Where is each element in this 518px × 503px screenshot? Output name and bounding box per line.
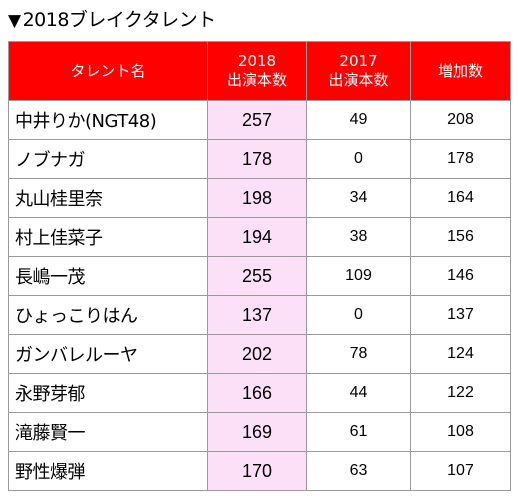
title-text: 2018ブレイクタレント (22, 9, 217, 31)
talent-name-cell: ひょっこりはん (8, 295, 208, 335)
appearances-2018-cell: 178 (207, 139, 307, 179)
header-2018-year: 2018 (237, 52, 277, 70)
header-talent-name: タレント名 (8, 41, 208, 101)
header-2018-label: 出演本数 (226, 71, 287, 89)
talent-name-cell: 中井りか(NGT48) (8, 100, 208, 140)
appearances-2018-cell: 170 (207, 451, 307, 491)
appearances-2017-cell: 109 (306, 256, 411, 296)
talent-name-cell: ノブナガ (8, 139, 208, 179)
increase-cell: 122 (410, 373, 511, 413)
increase-cell: 164 (410, 178, 511, 218)
appearances-2018-cell: 169 (207, 412, 307, 452)
appearances-2017-cell: 49 (306, 100, 411, 140)
header-2017-year: 2017 (339, 52, 378, 70)
increase-cell: 146 (410, 256, 511, 296)
table-row: 長嶋一茂 255 109 146 (8, 256, 511, 296)
table-row: 丸山桂里奈 198 34 164 (8, 178, 511, 218)
appearances-2018-cell: 194 (207, 217, 307, 257)
appearances-2017-cell: 78 (306, 334, 411, 374)
table-row: 村上佳菜子 194 38 156 (8, 217, 511, 257)
talent-name-cell: 野性爆弾 (8, 451, 208, 491)
talent-name-cell: ガンバレルーヤ (8, 334, 208, 374)
increase-cell: 107 (410, 451, 511, 491)
table-row: ガンバレルーヤ 202 78 124 (8, 334, 511, 374)
table-row: ノブナガ 178 0 178 (8, 139, 511, 179)
table-header: タレント名 2018 出演本数 2017 出演本数 増加数 (8, 41, 511, 101)
header-2017-appearances: 2017 出演本数 (306, 41, 411, 101)
appearances-2017-cell: 63 (306, 451, 411, 491)
table-row: 野性爆弾 170 63 107 (8, 451, 511, 491)
appearances-2018-cell: 202 (207, 334, 307, 374)
appearances-2018-cell: 166 (207, 373, 307, 413)
appearances-2018-cell: 255 (207, 256, 307, 296)
talent-name-cell: 長嶋一茂 (8, 256, 208, 296)
increase-cell: 208 (410, 100, 511, 140)
appearances-2017-cell: 44 (306, 373, 411, 413)
increase-cell: 156 (410, 217, 511, 257)
header-increase: 増加数 (410, 41, 511, 101)
talent-name-cell: 永野芽郁 (8, 373, 208, 413)
table-body: 中井りか(NGT48) 257 49 208 ノブナガ 178 0 178 丸山… (8, 100, 511, 491)
appearances-2017-cell: 61 (306, 412, 411, 452)
header-row: タレント名 2018 出演本数 2017 出演本数 増加数 (8, 41, 511, 101)
appearances-2017-cell: 0 (306, 139, 411, 179)
increase-cell: 124 (410, 334, 511, 374)
triangle-down-icon: ▼ (8, 11, 21, 31)
appearances-2017-cell: 0 (306, 295, 411, 335)
talent-table: タレント名 2018 出演本数 2017 出演本数 増加数 中井りか(NGT48… (8, 41, 511, 491)
appearances-2018-cell: 137 (207, 295, 307, 335)
page-title: ▼ 2018ブレイクタレント (8, 4, 216, 36)
appearances-2018-cell: 257 (207, 100, 307, 140)
table-row: 永野芽郁 166 44 122 (8, 373, 511, 413)
appearances-2018-cell: 198 (207, 178, 307, 218)
increase-cell: 178 (410, 139, 511, 179)
appearances-2017-cell: 34 (306, 178, 411, 218)
talent-name-cell: 村上佳菜子 (8, 217, 208, 257)
appearances-2017-cell: 38 (306, 217, 411, 257)
header-2018-appearances: 2018 出演本数 (207, 41, 307, 101)
header-2017-label: 出演本数 (328, 71, 389, 89)
talent-name-cell: 滝藤賢一 (8, 412, 208, 452)
table-row: 滝藤賢一 169 61 108 (8, 412, 511, 452)
talent-name-cell: 丸山桂里奈 (8, 178, 208, 218)
table-row: 中井りか(NGT48) 257 49 208 (8, 100, 511, 140)
table-row: ひょっこりはん 137 0 137 (8, 295, 511, 335)
increase-cell: 137 (410, 295, 511, 335)
increase-cell: 108 (410, 412, 511, 452)
